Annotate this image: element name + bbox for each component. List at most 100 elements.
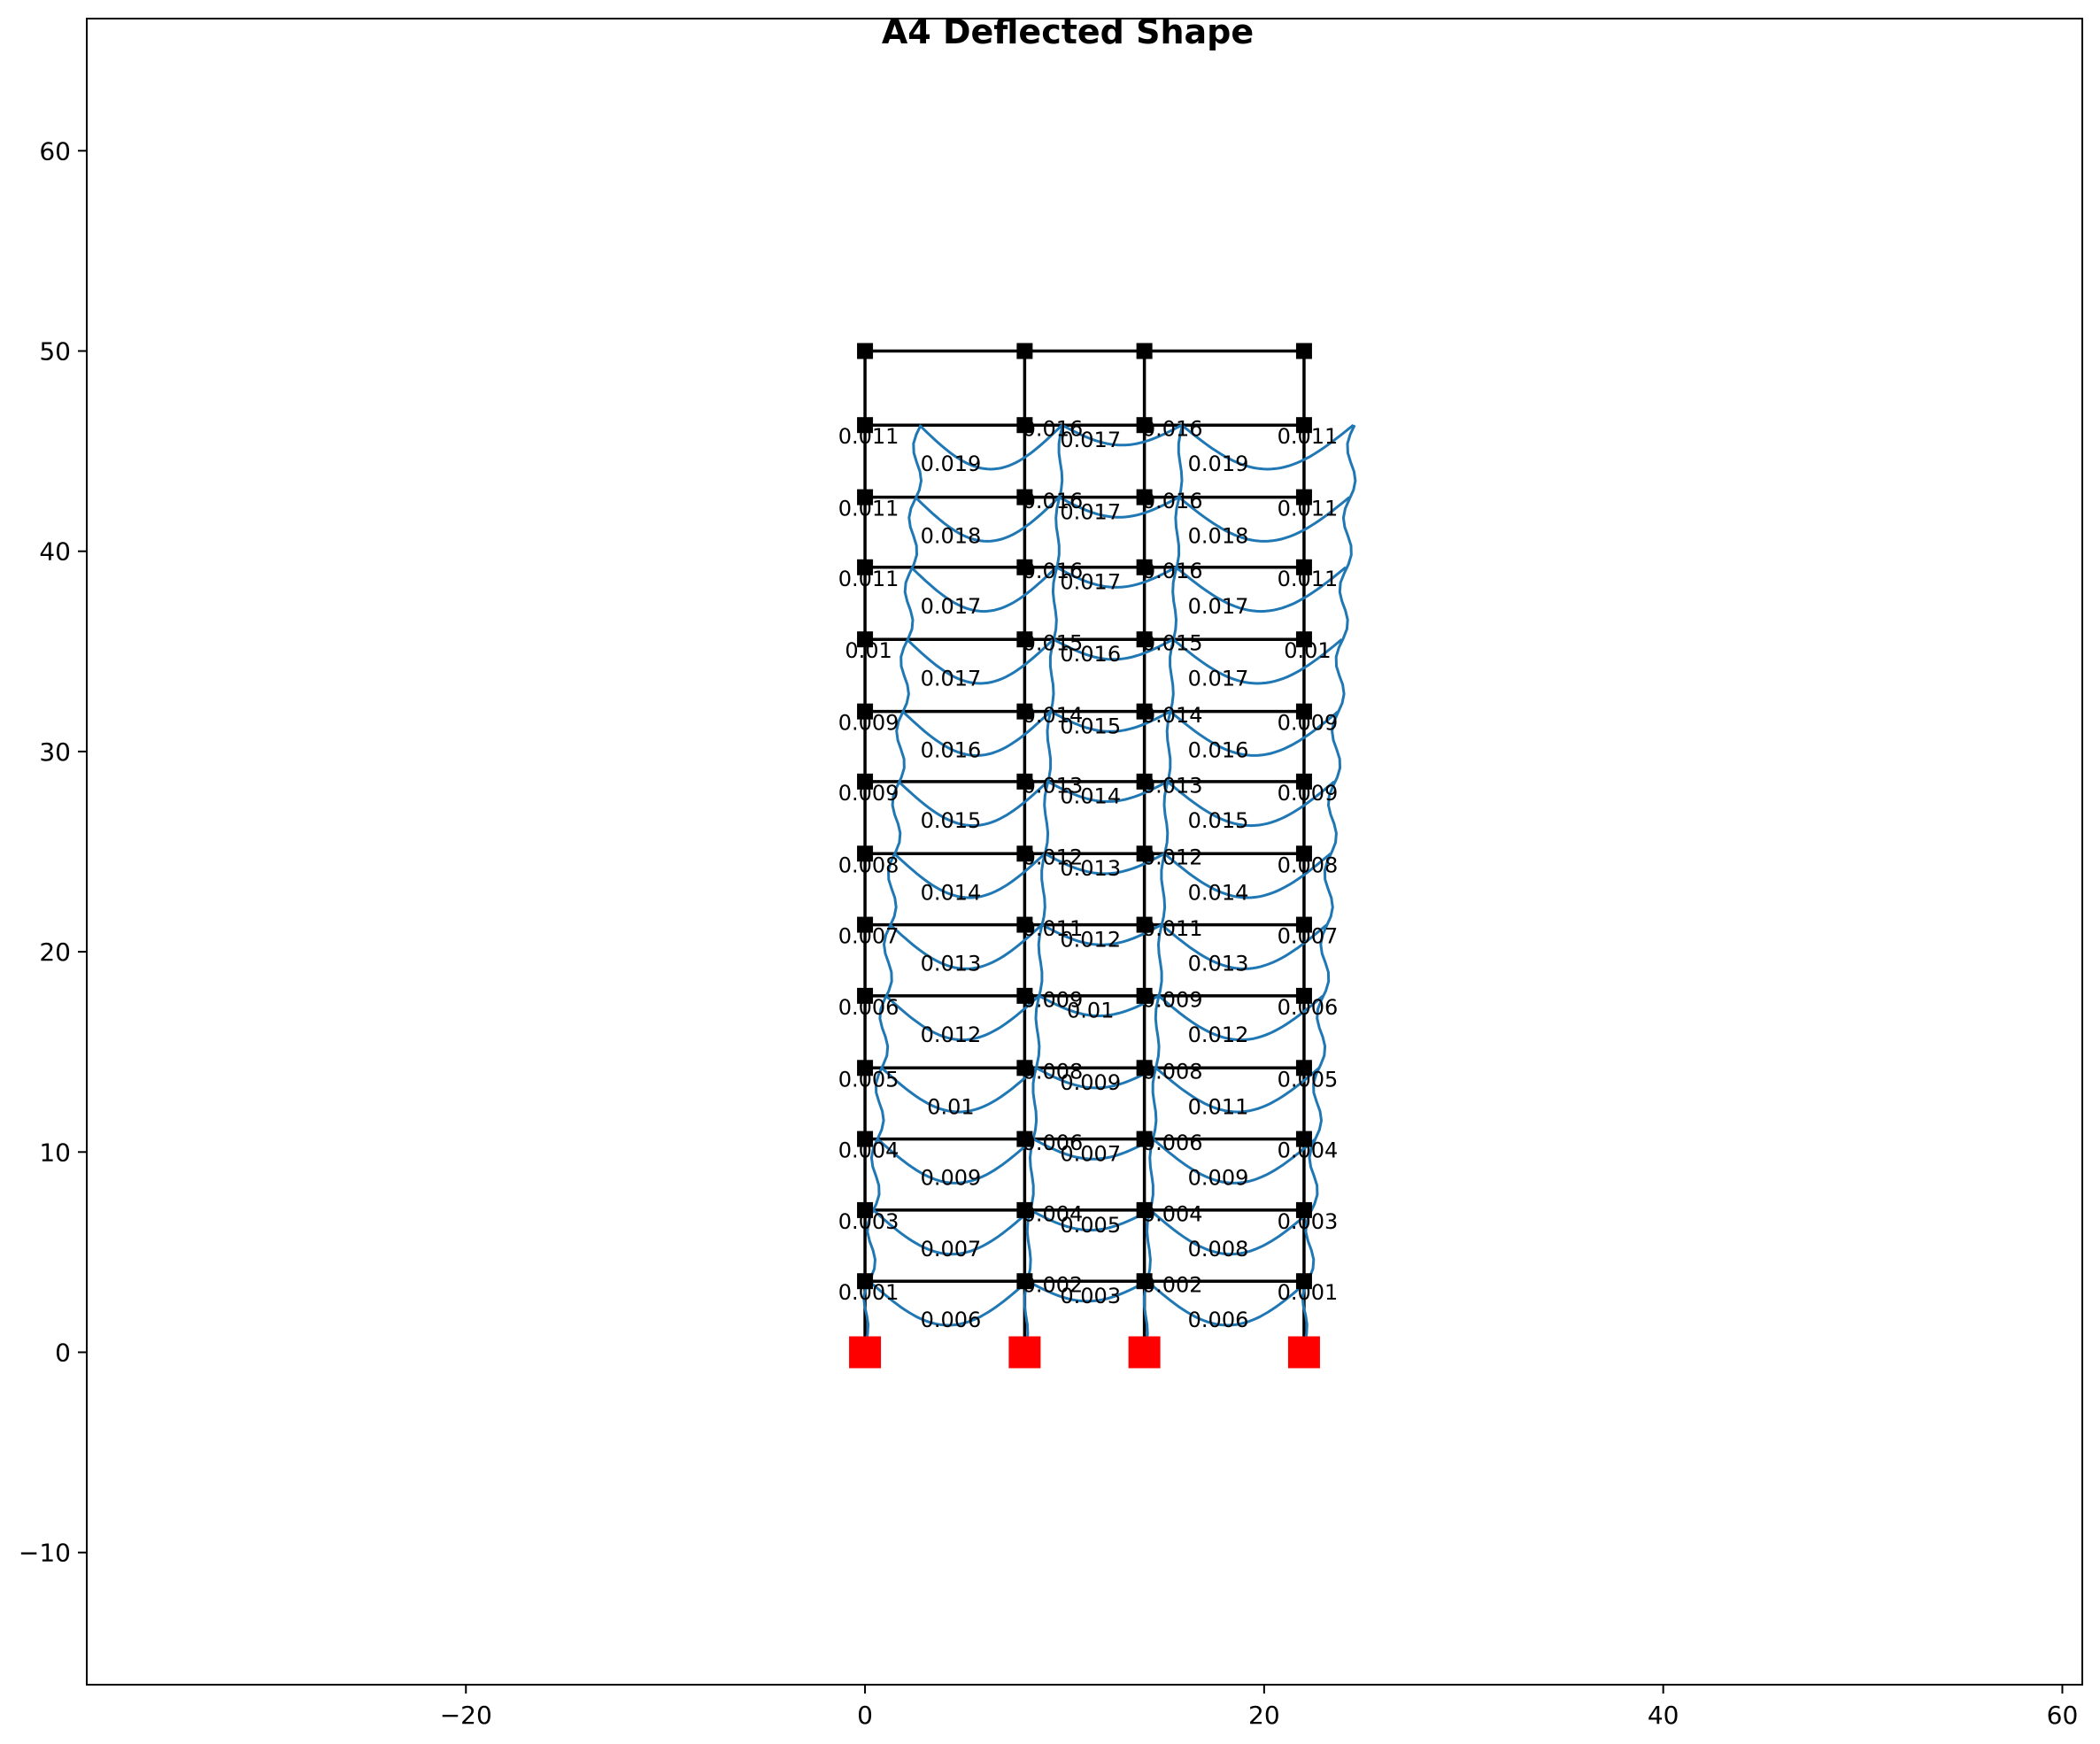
support-node bbox=[1008, 1336, 1041, 1369]
node-label-interior-left: 0.016 bbox=[1023, 489, 1084, 513]
bay-label-center: 0.017 bbox=[1060, 570, 1121, 595]
drift-label-left: 0.011 bbox=[838, 567, 899, 591]
node-label-interior-left: 0.016 bbox=[1023, 559, 1084, 583]
drift-label-left: 0.009 bbox=[838, 781, 899, 806]
drift-label-left: 0.011 bbox=[838, 424, 899, 449]
node-label-interior-right: 0.004 bbox=[1142, 1201, 1203, 1226]
plot-area-border bbox=[86, 18, 2083, 1686]
frame-node bbox=[857, 773, 874, 790]
frame-node bbox=[1295, 845, 1312, 862]
deflected-beam bbox=[872, 1208, 1313, 1256]
bay-label-right: 0.019 bbox=[1188, 451, 1249, 476]
drift-label-right: 0.007 bbox=[1278, 924, 1339, 949]
frame-node bbox=[1136, 845, 1153, 862]
drift-label-right: 0.011 bbox=[1278, 567, 1339, 591]
bay-label-center: 0.005 bbox=[1060, 1213, 1121, 1238]
node-label-interior-right: 0.016 bbox=[1142, 417, 1203, 442]
drift-label-left: 0.004 bbox=[838, 1138, 899, 1163]
bay-label-left: 0.009 bbox=[921, 1166, 982, 1191]
deflected-beam bbox=[910, 565, 1347, 613]
bay-label-right: 0.009 bbox=[1188, 1166, 1249, 1191]
y-tick-label: −10 bbox=[19, 1539, 71, 1568]
bay-label-right: 0.013 bbox=[1188, 952, 1249, 976]
bay-label-left: 0.006 bbox=[921, 1308, 982, 1332]
frame-node bbox=[857, 916, 874, 933]
node-label-interior-right: 0.016 bbox=[1142, 559, 1203, 583]
node-label-interior-right: 0.015 bbox=[1142, 631, 1203, 656]
y-tick-label: 20 bbox=[39, 938, 71, 967]
drift-label-left: 0.01 bbox=[845, 638, 892, 663]
bay-label-left: 0.012 bbox=[921, 1022, 982, 1047]
frame-node bbox=[857, 1201, 874, 1218]
deflected-column bbox=[1143, 424, 1184, 1353]
deflected-column bbox=[1301, 424, 1357, 1353]
frame-node bbox=[1016, 773, 1033, 790]
bay-label-left: 0.017 bbox=[921, 594, 982, 619]
bay-label-center: 0.009 bbox=[1060, 1070, 1121, 1095]
bay-label-left: 0.015 bbox=[921, 808, 982, 833]
drift-label-right: 0.009 bbox=[1278, 781, 1339, 806]
node-label-interior-left: 0.008 bbox=[1023, 1060, 1084, 1084]
deflected-beam bbox=[914, 495, 1351, 543]
frame-node bbox=[1136, 1060, 1153, 1076]
node-label-interior-right: 0.002 bbox=[1142, 1273, 1203, 1298]
deflected-beam bbox=[868, 1279, 1309, 1327]
drift-label-right: 0.003 bbox=[1278, 1209, 1339, 1234]
nodes-group bbox=[857, 343, 1312, 1290]
frame-node bbox=[1016, 489, 1033, 505]
support-node bbox=[1287, 1336, 1320, 1369]
supports-group bbox=[849, 1336, 1320, 1369]
frame-node bbox=[1295, 987, 1312, 1004]
node-label-interior-left: 0.012 bbox=[1023, 845, 1084, 870]
y-tick-label: 60 bbox=[39, 136, 71, 166]
drift-label-left: 0.011 bbox=[838, 497, 899, 521]
bay-label-left: 0.016 bbox=[921, 738, 982, 763]
frame-node bbox=[1136, 703, 1153, 720]
support-node bbox=[849, 1336, 882, 1369]
deflected-column bbox=[862, 424, 923, 1353]
frame-node bbox=[1016, 703, 1033, 720]
frame-node bbox=[1136, 343, 1153, 359]
deflected-beam bbox=[918, 423, 1355, 471]
frame-node bbox=[1136, 489, 1153, 505]
support-node bbox=[1128, 1336, 1161, 1369]
frame-node bbox=[1016, 631, 1033, 648]
drift-label-left: 0.005 bbox=[838, 1067, 899, 1092]
bay-label-right: 0.006 bbox=[1188, 1308, 1249, 1332]
node-label-interior-right: 0.013 bbox=[1142, 773, 1203, 798]
drift-label-right: 0.011 bbox=[1278, 497, 1339, 521]
deflected-beam bbox=[889, 922, 1328, 970]
frame-node bbox=[1016, 559, 1033, 575]
drift-label-right: 0.004 bbox=[1278, 1138, 1339, 1163]
frame-node bbox=[1295, 916, 1312, 933]
bay-label-right: 0.014 bbox=[1188, 880, 1249, 905]
deflected-column bbox=[1023, 424, 1064, 1353]
frame-node bbox=[1016, 343, 1033, 359]
bay-label-left: 0.019 bbox=[921, 451, 982, 476]
bay-label-center: 0.003 bbox=[1060, 1284, 1121, 1308]
chart-title: A4 Deflected Shape bbox=[882, 12, 1254, 51]
frame-node bbox=[1136, 1131, 1153, 1147]
frame-node bbox=[1295, 631, 1312, 648]
drift-label-right: 0.001 bbox=[1278, 1280, 1339, 1305]
node-label-interior-left: 0.013 bbox=[1023, 773, 1084, 798]
node-label-interior-left: 0.015 bbox=[1023, 631, 1084, 656]
frame-node bbox=[1295, 1201, 1312, 1218]
deflected-shape-group bbox=[862, 423, 1357, 1353]
frame-node bbox=[857, 631, 874, 648]
frame-node bbox=[1136, 987, 1153, 1004]
bay-label-center: 0.014 bbox=[1060, 784, 1121, 809]
drift-label-right: 0.008 bbox=[1278, 853, 1339, 877]
frame-node bbox=[1295, 489, 1312, 505]
bay-label-left: 0.013 bbox=[921, 952, 982, 976]
x-tick-label: 20 bbox=[1248, 1701, 1280, 1730]
frame-node bbox=[1295, 1273, 1312, 1290]
bay-label-right: 0.011 bbox=[1188, 1094, 1249, 1119]
frame-node bbox=[1295, 343, 1312, 359]
node-label-interior-right: 0.009 bbox=[1142, 987, 1203, 1012]
frame-node bbox=[1016, 1060, 1033, 1076]
bay-label-right: 0.018 bbox=[1188, 524, 1249, 549]
frame-node bbox=[1016, 1201, 1033, 1218]
